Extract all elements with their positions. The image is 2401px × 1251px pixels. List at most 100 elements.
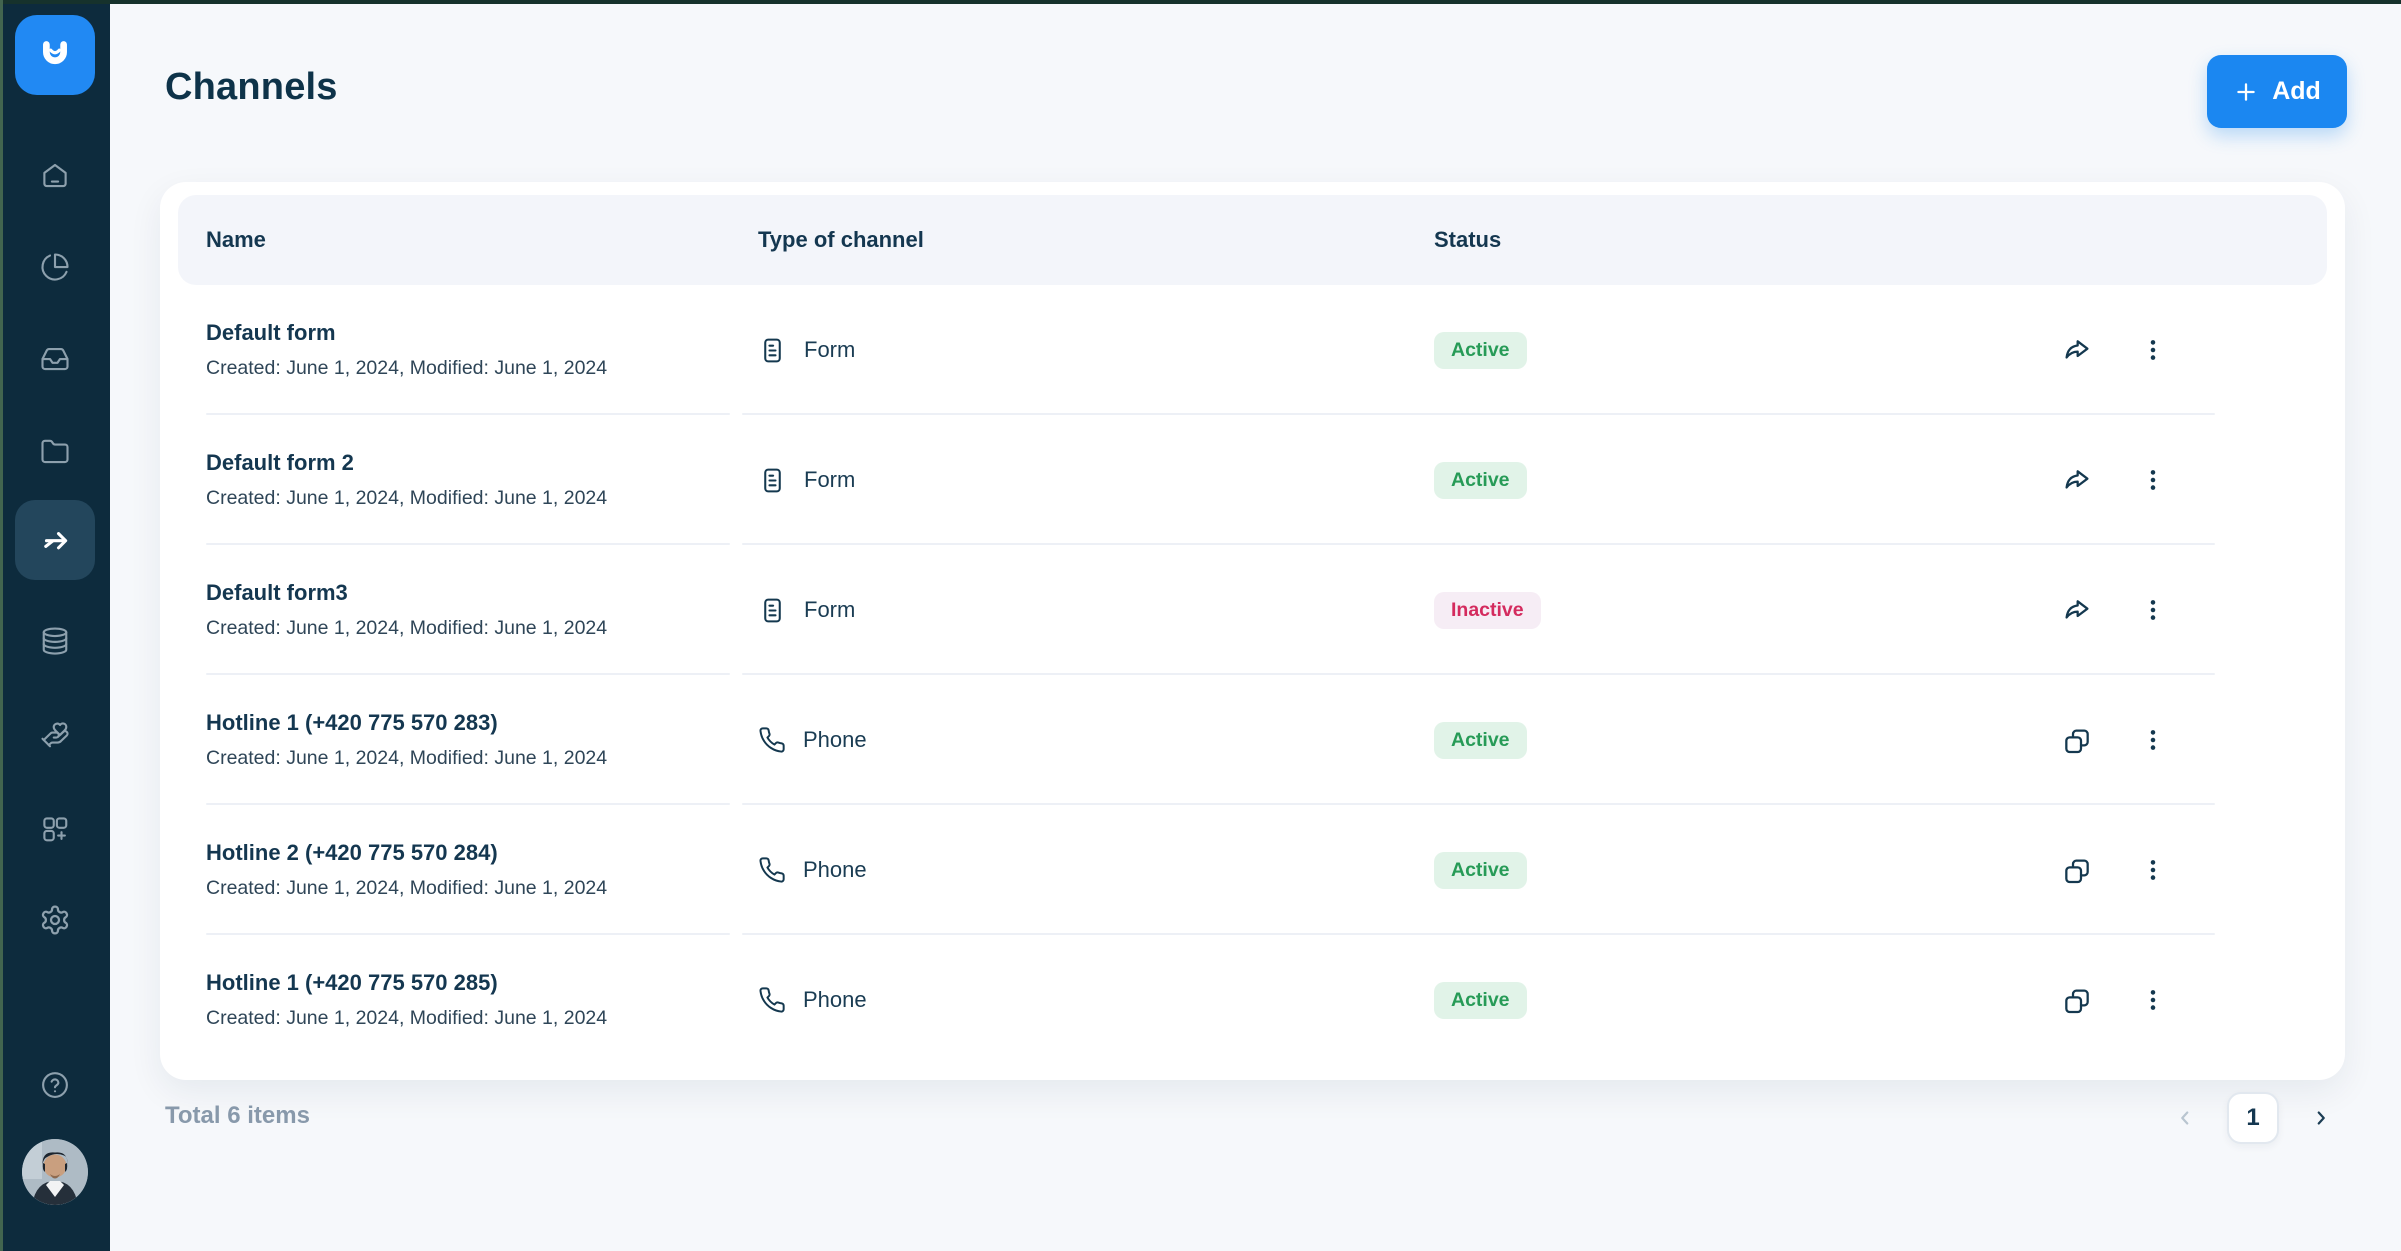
share-button[interactable] — [2055, 458, 2099, 502]
sidebar-item-home[interactable] — [27, 147, 83, 203]
phone-icon — [759, 727, 785, 753]
channel-status-cell: Active — [1434, 721, 2045, 759]
channel-status-cell: Active — [1434, 981, 2045, 1019]
row-actions — [2045, 458, 2175, 502]
avatar-photo — [22, 1139, 88, 1205]
window-left-edge — [0, 0, 3, 1251]
share-button[interactable] — [2055, 588, 2099, 632]
pie-chart-icon — [41, 253, 69, 281]
channel-type-cell: Form — [758, 336, 1434, 365]
table-row[interactable]: Default form Created: June 1, 2024, Modi… — [160, 285, 2345, 415]
row-menu-button[interactable] — [2131, 458, 2175, 502]
channel-name: Default form — [206, 320, 336, 345]
row-divider — [160, 673, 2345, 675]
status-badge: Active — [1434, 461, 1527, 499]
row-divider — [160, 413, 2345, 415]
row-menu-button[interactable] — [2131, 848, 2175, 892]
channel-name: Hotline 1 (+420 775 570 285) — [206, 970, 498, 995]
channel-status-cell: Active — [1434, 461, 2045, 499]
duplicate-button[interactable] — [2055, 978, 2099, 1022]
hand-heart-icon — [41, 722, 69, 748]
add-button[interactable]: Add — [2207, 55, 2347, 128]
channel-type-label: Form — [804, 337, 856, 362]
row-menu-button[interactable] — [2131, 328, 2175, 372]
home-icon — [43, 163, 67, 188]
channel-name-cell: Default form Created: June 1, 2024, Modi… — [206, 320, 758, 380]
row-actions — [2045, 588, 2175, 632]
share-forward-icon — [2065, 470, 2089, 489]
page-number-button[interactable]: 1 — [2227, 1092, 2279, 1144]
table-header-row: Name Type of channel Status — [178, 195, 2327, 285]
row-actions — [2045, 848, 2175, 892]
channel-name: Default form3 — [206, 580, 348, 605]
duplicate-button[interactable] — [2055, 718, 2099, 762]
table-row[interactable]: Default form3 Created: June 1, 2024, Mod… — [160, 545, 2345, 675]
total-items-label: Total 6 items — [165, 1102, 310, 1129]
chevron-left-icon — [2181, 1111, 2189, 1125]
channel-name: Hotline 1 (+420 775 570 283) — [206, 710, 498, 735]
share-button[interactable] — [2055, 328, 2099, 372]
column-header-name: Name — [206, 227, 266, 252]
channel-meta: Created: June 1, 2024, Modified: June 1,… — [206, 747, 608, 769]
folder-icon — [41, 439, 69, 464]
column-header-type: Type of channel — [758, 227, 924, 252]
apps-plus-icon — [43, 817, 68, 842]
page-title: Channels — [165, 66, 338, 108]
sidebar-item-apps[interactable] — [27, 801, 83, 857]
inbox-icon — [41, 347, 69, 371]
row-menu-button[interactable] — [2131, 978, 2175, 1022]
window-top-edge — [0, 0, 2401, 4]
row-divider — [160, 933, 2345, 935]
channel-name-cell: Hotline 1 (+420 775 570 283) Created: Ju… — [206, 710, 758, 770]
channel-status-cell: Active — [1434, 851, 2045, 889]
kebab-menu-icon — [2150, 470, 2156, 490]
database-icon — [42, 627, 68, 655]
channel-type-cell: Phone — [758, 856, 1434, 884]
channel-meta: Created: June 1, 2024, Modified: June 1,… — [206, 617, 608, 639]
channel-meta: Created: June 1, 2024, Modified: June 1,… — [206, 1007, 608, 1029]
next-page-button[interactable] — [2299, 1092, 2343, 1144]
row-actions — [2045, 328, 2175, 372]
channel-name-cell: Hotline 2 (+420 775 570 284) Created: Ju… — [206, 840, 758, 900]
duplicate-button[interactable] — [2055, 848, 2099, 892]
copy-icon — [2065, 729, 2089, 754]
sidebar-item-inbox[interactable] — [27, 331, 83, 387]
kebab-menu-icon — [2150, 730, 2156, 750]
prev-page-button[interactable] — [2163, 1092, 2207, 1144]
sidebar-item-data[interactable] — [27, 613, 83, 669]
user-avatar[interactable] — [22, 1139, 88, 1205]
row-menu-button[interactable] — [2131, 588, 2175, 632]
form-icon — [764, 468, 781, 492]
logo-u-icon — [43, 41, 67, 65]
channel-type-label: Phone — [803, 987, 867, 1012]
channel-type-label: Phone — [803, 857, 867, 882]
settings-gear-icon — [41, 905, 69, 935]
row-actions — [2045, 978, 2175, 1022]
table-row[interactable]: Hotline 1 (+420 775 570 283) Created: Ju… — [160, 675, 2345, 805]
channel-meta: Created: June 1, 2024, Modified: June 1,… — [206, 877, 608, 899]
table-row[interactable]: Default form 2 Created: June 1, 2024, Mo… — [160, 415, 2345, 545]
sidebar-item-analytics[interactable] — [27, 239, 83, 295]
table-row[interactable]: Hotline 1 (+420 775 570 285) Created: Ju… — [160, 935, 2345, 1065]
copy-icon — [2065, 989, 2089, 1014]
channel-type-label: Phone — [803, 727, 867, 752]
channel-type-cell: Form — [758, 596, 1434, 625]
sidebar-item-care[interactable] — [27, 707, 83, 763]
channel-name-cell: Default form 2 Created: June 1, 2024, Mo… — [206, 450, 758, 510]
channel-meta: Created: June 1, 2024, Modified: June 1,… — [206, 357, 608, 379]
row-menu-button[interactable] — [2131, 718, 2175, 762]
sidebar-item-files[interactable] — [27, 424, 83, 480]
channel-name-cell: Default form3 Created: June 1, 2024, Mod… — [206, 580, 758, 640]
sidebar-item-settings[interactable] — [27, 892, 83, 948]
table-row[interactable]: Hotline 2 (+420 775 570 284) Created: Ju… — [160, 805, 2345, 935]
form-icon — [764, 338, 781, 362]
table-body: Default form Created: June 1, 2024, Modi… — [160, 285, 2345, 1065]
sidebar — [0, 0, 110, 1251]
plus-icon — [2237, 82, 2255, 101]
status-badge: Active — [1434, 981, 1527, 1019]
app-logo[interactable] — [15, 15, 95, 95]
channel-type-label: Form — [804, 597, 856, 622]
phone-icon — [759, 987, 785, 1013]
sidebar-item-help[interactable] — [27, 1057, 83, 1113]
sidebar-item-channels[interactable] — [15, 500, 95, 580]
